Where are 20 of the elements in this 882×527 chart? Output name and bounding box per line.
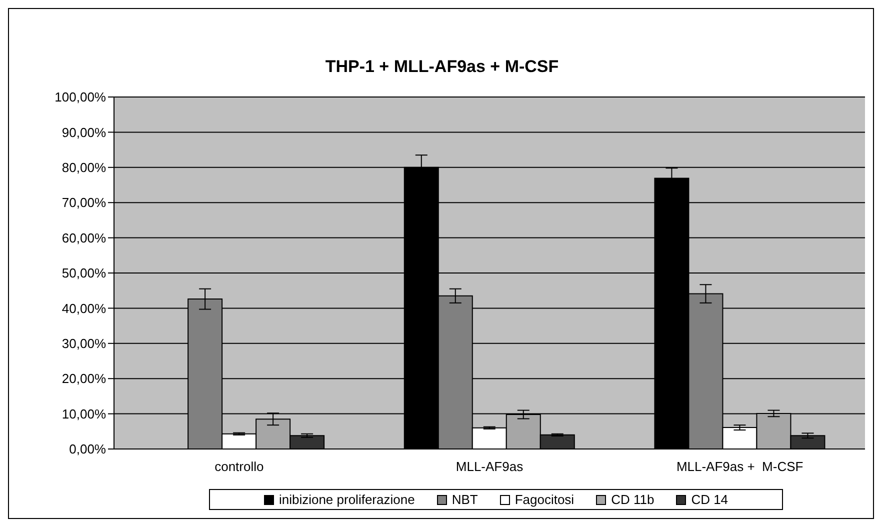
y-tick-label: 40,00% bbox=[62, 300, 106, 316]
y-tick-label: 80,00% bbox=[62, 160, 106, 176]
x-tick-label: controllo bbox=[214, 459, 264, 474]
legend-label: CD 14 bbox=[691, 492, 728, 507]
chart-title: THP-1 + MLL-AF9as + M-CSF bbox=[324, 57, 560, 77]
y-tick-label: 50,00% bbox=[62, 266, 106, 281]
y-tick-label: 90,00% bbox=[62, 124, 106, 140]
legend-label: inibizione proliferazione bbox=[278, 492, 415, 507]
legend-label: CD 11b bbox=[611, 492, 654, 507]
y-tick-label: 60,00% bbox=[62, 230, 106, 246]
legend-label: NBT bbox=[452, 492, 478, 507]
x-tick-label: MLL-AF9as + M-CSF bbox=[676, 459, 804, 474]
y-tick-label: 0,00% bbox=[69, 442, 106, 457]
y-tick-label: 70,00% bbox=[62, 195, 106, 210]
y-tick-label: 30,00% bbox=[62, 336, 106, 352]
legend-label: Fagocitosi bbox=[514, 492, 574, 507]
y-tick-label: 100,00% bbox=[54, 90, 106, 105]
y-tick-label: 20,00% bbox=[62, 371, 106, 386]
y-tick-label: 10,00% bbox=[62, 406, 106, 422]
x-tick-label: MLL-AF9as bbox=[456, 459, 524, 474]
